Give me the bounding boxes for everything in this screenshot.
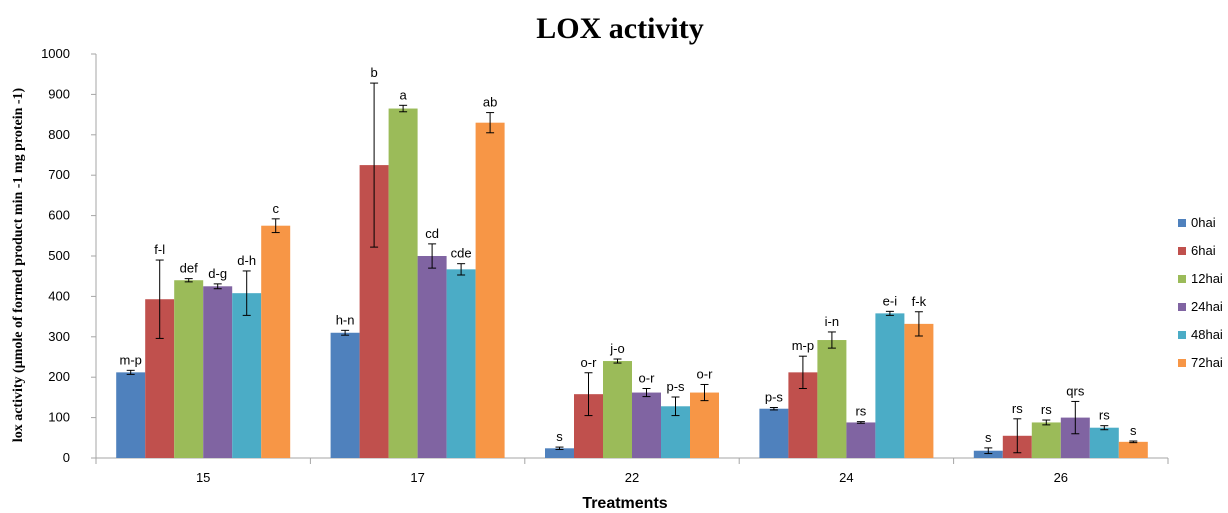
data-label: o-r <box>697 366 714 381</box>
bar-12hai-17 <box>388 108 418 458</box>
data-label: cd <box>425 226 439 241</box>
legend-swatch-72hai <box>1178 359 1186 367</box>
bar-12hai-26 <box>1031 422 1061 458</box>
data-label: s <box>1130 423 1137 438</box>
data-label: i-n <box>825 314 839 329</box>
legend-swatch-0hai <box>1178 219 1186 227</box>
chart-title: LOX activity <box>536 12 703 45</box>
data-label: a <box>399 87 407 102</box>
x-tick-label: 15 <box>196 470 210 485</box>
data-label: m-p <box>792 338 814 353</box>
bar-0hai-22 <box>545 448 574 458</box>
bar-72hai-26 <box>1118 441 1148 458</box>
bar-0hai-26 <box>973 450 1003 458</box>
y-tick-label: 100 <box>48 410 70 425</box>
bar-24hai-22 <box>632 392 661 458</box>
plot-area: 0 100 200 300 400 500 600 700 800 900 1000 15 m-p f-l… <box>41 46 1169 485</box>
x-tick-label: 17 <box>410 470 424 485</box>
data-label: j-o <box>609 341 624 356</box>
data-label: p-s <box>666 379 685 394</box>
data-label: f-l <box>154 242 165 257</box>
y-tick-label: 500 <box>48 248 70 263</box>
y-tick-label: 900 <box>48 86 70 101</box>
data-label: o-r <box>581 355 598 370</box>
bar-12hai-15 <box>174 280 204 458</box>
bar-24hai-15 <box>203 286 233 458</box>
data-label: cde <box>451 246 472 261</box>
bar-0hai-17 <box>330 332 360 458</box>
legend-swatch-48hai <box>1178 331 1186 339</box>
data-label: def <box>180 261 198 276</box>
legend-swatch-24hai <box>1178 303 1186 311</box>
bar-0hai-24 <box>759 408 789 458</box>
data-label: d-h <box>237 253 256 268</box>
data-label: d-g <box>208 266 227 281</box>
x-axis-title: Treatments <box>582 495 667 512</box>
y-tick-label: 200 <box>48 369 70 384</box>
data-label: f-k <box>912 294 927 309</box>
data-label: e-i <box>883 293 898 308</box>
legend-swatch-6hai <box>1178 247 1186 255</box>
data-label: ab <box>483 95 497 110</box>
data-label: c <box>272 201 279 216</box>
data-label: rs <box>1012 401 1023 416</box>
bar-72hai-17 <box>475 122 505 459</box>
legend-label: 24hai <box>1191 299 1223 314</box>
y-tick-label: 700 <box>48 167 70 182</box>
legend-label: 6hai <box>1191 243 1216 258</box>
data-label: s <box>985 430 992 445</box>
data-label: h-n <box>336 312 355 327</box>
bar-48hai-26 <box>1089 427 1119 458</box>
bar-24hai-17 <box>417 256 447 458</box>
y-axis-title: lox activity (µmole of formed product mi… <box>11 87 26 442</box>
bar-12hai-24 <box>817 340 847 458</box>
bar-48hai-24 <box>875 313 905 458</box>
x-tick-label: 26 <box>1054 470 1068 485</box>
data-label: s <box>556 429 563 444</box>
bar-0hai-15 <box>116 372 146 458</box>
data-label: m-p <box>120 352 142 367</box>
legend: 0hai 6hai 12hai 24hai 48hai 72hai <box>1178 215 1223 370</box>
legend-label: 48hai <box>1191 327 1223 342</box>
y-tick-label: 1000 <box>41 46 70 61</box>
y-tick-label: 400 <box>48 288 70 303</box>
legend-swatch-12hai <box>1178 275 1186 283</box>
y-tick-label: 300 <box>48 329 70 344</box>
data-label: qrs <box>1066 383 1085 398</box>
bar-12hai-22 <box>603 361 632 458</box>
data-label: o-r <box>639 371 656 386</box>
legend-label: 0hai <box>1191 215 1216 230</box>
bar-72hai-24 <box>904 323 934 458</box>
legend-label: 72hai <box>1191 355 1223 370</box>
bar-48hai-15 <box>232 293 262 458</box>
y-tick-label: 600 <box>48 208 70 223</box>
data-label: p-s <box>765 390 784 405</box>
legend-label: 12hai <box>1191 271 1223 286</box>
x-tick-label: 24 <box>839 470 853 485</box>
y-tick-label: 800 <box>48 127 70 142</box>
y-tick-label: 0 <box>63 450 70 465</box>
bar-72hai-22 <box>690 392 719 458</box>
bar-72hai-15 <box>261 225 291 458</box>
bar-24hai-24 <box>846 422 876 458</box>
bar-48hai-17 <box>446 269 476 458</box>
data-label: b <box>370 65 377 80</box>
data-label: rs <box>1099 408 1110 423</box>
data-label: rs <box>855 404 866 419</box>
data-label: rs <box>1041 402 1052 417</box>
x-tick-label: 22 <box>625 470 639 485</box>
